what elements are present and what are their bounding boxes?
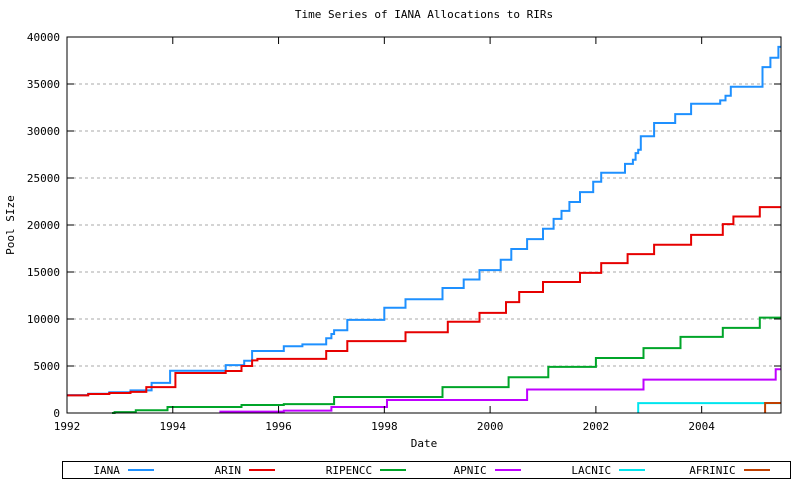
legend-item-lacnic: LACNIC xyxy=(548,464,669,477)
series-line-apnic xyxy=(219,368,781,413)
x-tick-label: 2004 xyxy=(688,420,715,433)
legend-line-sample xyxy=(127,469,154,471)
x-tick-label: 2002 xyxy=(582,420,610,433)
x-tick-label: 1994 xyxy=(159,420,187,433)
series-line-arin xyxy=(67,206,781,397)
series-line-iana xyxy=(67,45,781,397)
legend-label: AFRINIC xyxy=(689,463,736,477)
legend-item-arin: ARIN xyxy=(184,464,305,477)
legend-item-iana: IANA xyxy=(63,464,184,477)
y-tick-label: 20000 xyxy=(26,219,60,232)
legend-label: IANA xyxy=(93,463,120,477)
y-tick-label: 15000 xyxy=(26,266,60,279)
legend-line-sample xyxy=(619,469,646,471)
y-tick-label: 40000 xyxy=(26,31,60,44)
legend-label: ARIN xyxy=(214,463,242,477)
legend-line-sample xyxy=(380,469,407,471)
series-line-lacnic xyxy=(637,402,781,413)
y-tick-label: 10000 xyxy=(26,313,60,326)
legend-item-afrinic: AFRINIC xyxy=(669,464,790,477)
x-tick-label: 1992 xyxy=(53,420,81,433)
legend-line-sample xyxy=(249,469,275,471)
series-line-ripencc xyxy=(112,316,781,414)
y-tick-label: 25000 xyxy=(26,172,60,185)
legend-label: APNIC xyxy=(453,463,487,477)
x-tick-label: 2000 xyxy=(476,420,504,433)
y-tick-label: 0 xyxy=(53,407,60,420)
y-tick-label: 5000 xyxy=(33,360,61,373)
y-tick-label: 35000 xyxy=(26,78,60,91)
legend-line-sample xyxy=(494,469,521,471)
legend: IANA ARIN RIPENCC APNIC LACNIC AFRINIC xyxy=(62,461,791,479)
series-line-afrinic xyxy=(764,402,781,413)
legend-line-sample xyxy=(743,469,770,471)
legend-label: LACNIC xyxy=(571,463,612,477)
legend-item-apnic: APNIC xyxy=(427,464,548,477)
legend-label: RIPENCC xyxy=(325,463,373,477)
chart-title: Time Series of IANA Allocations to RIRs xyxy=(294,8,554,21)
x-axis-label: Date xyxy=(410,437,438,450)
x-tick-label: 1996 xyxy=(265,420,292,433)
x-tick-label: 1998 xyxy=(371,420,398,433)
y-tick-label: 30000 xyxy=(26,125,60,138)
legend-item-ripencc: RIPENCC xyxy=(305,464,426,477)
